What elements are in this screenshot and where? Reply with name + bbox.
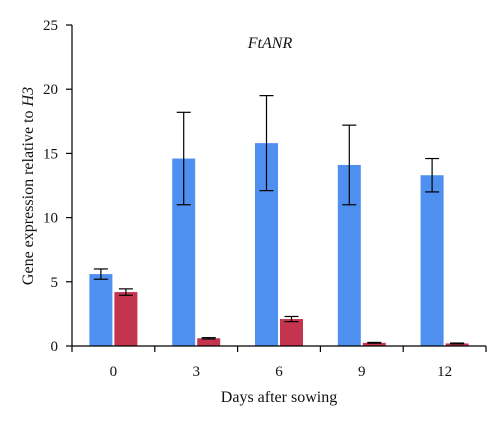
x-tick-label: 9 <box>358 364 366 380</box>
bar-series2-9 <box>362 342 386 346</box>
y-tick-label: 0 <box>51 339 59 355</box>
chart-title: FtANR <box>247 35 293 52</box>
y-tick-label: 5 <box>51 275 59 291</box>
y-axis-title: Gene expression relative to H3 <box>20 87 37 285</box>
y-axis-ticks: 0 5 10 15 20 25 <box>43 18 72 355</box>
y-tick-label: 25 <box>43 18 58 34</box>
bar-series2-6 <box>280 319 303 346</box>
bar-series2-3 <box>197 338 221 346</box>
x-tick-label: 12 <box>437 364 452 380</box>
bar-series2-0 <box>114 292 138 346</box>
y-axis-title-main: Gene expression relative to <box>20 106 37 285</box>
plot-area <box>89 95 469 346</box>
x-axis-title: Days after sowing <box>221 389 337 406</box>
bar-series1-3 <box>172 158 196 346</box>
x-tick-label: 3 <box>192 364 200 380</box>
y-tick-label: 20 <box>43 82 58 98</box>
bar-series1-0 <box>89 274 113 346</box>
bar-series1-12 <box>420 175 444 346</box>
x-axis-ticks: 0 3 6 9 12 <box>71 346 487 380</box>
y-tick-label: 15 <box>43 146 58 162</box>
bar-series2-12 <box>445 343 469 346</box>
y-tick-label: 10 <box>43 211 58 227</box>
x-tick-label: 6 <box>275 364 283 380</box>
y-axis-title-gene: H3 <box>20 87 37 108</box>
bar-series1-9 <box>337 164 361 346</box>
x-tick-label: 0 <box>110 364 118 380</box>
bar-series1-6 <box>255 143 278 346</box>
